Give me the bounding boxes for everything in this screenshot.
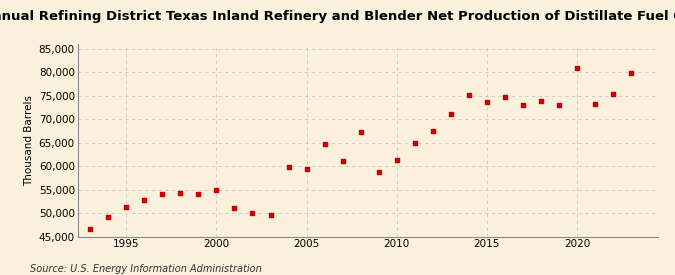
Point — [121, 205, 132, 210]
Point — [518, 102, 529, 107]
Point — [193, 192, 204, 196]
Point — [535, 99, 546, 103]
Point — [338, 159, 348, 164]
Point — [301, 167, 312, 171]
Y-axis label: Thousand Barrels: Thousand Barrels — [24, 95, 34, 186]
Point — [283, 165, 294, 169]
Point — [409, 141, 420, 145]
Point — [355, 130, 366, 134]
Point — [608, 92, 618, 97]
Text: Source: U.S. Energy Information Administration: Source: U.S. Energy Information Administ… — [30, 264, 262, 274]
Point — [175, 191, 186, 195]
Point — [392, 157, 402, 162]
Point — [247, 211, 258, 215]
Point — [157, 192, 168, 196]
Point — [481, 100, 492, 104]
Point — [554, 102, 564, 107]
Point — [572, 66, 583, 70]
Point — [446, 112, 456, 117]
Point — [103, 214, 113, 219]
Point — [626, 70, 637, 75]
Point — [427, 129, 438, 133]
Point — [85, 227, 96, 232]
Point — [464, 92, 475, 97]
Point — [590, 102, 601, 106]
Point — [500, 94, 510, 99]
Point — [319, 141, 330, 146]
Point — [139, 198, 150, 203]
Point — [265, 213, 276, 218]
Point — [229, 206, 240, 210]
Point — [211, 187, 222, 192]
Text: Annual Refining District Texas Inland Refinery and Blender Net Production of Dis: Annual Refining District Texas Inland Re… — [0, 10, 675, 23]
Point — [373, 169, 384, 174]
